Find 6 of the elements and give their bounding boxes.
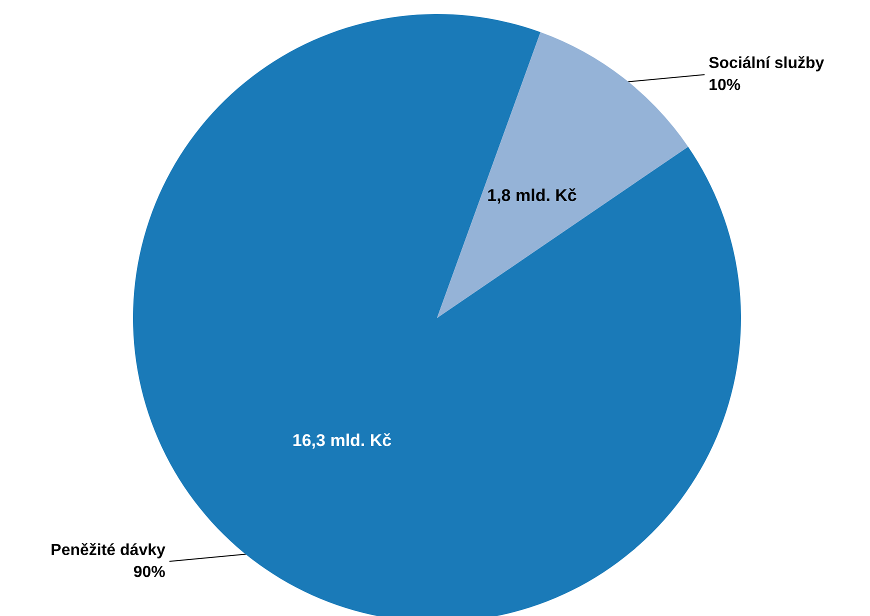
- slice-label: Sociální služby: [708, 55, 824, 72]
- data-label: 16,3 mld. Kč: [292, 430, 392, 450]
- text: 10%: [708, 77, 741, 94]
- slice-label: Peněžité dávky: [50, 542, 166, 559]
- text: 90%: [133, 564, 166, 581]
- data-label: 1,8 mld. Kč: [487, 186, 577, 206]
